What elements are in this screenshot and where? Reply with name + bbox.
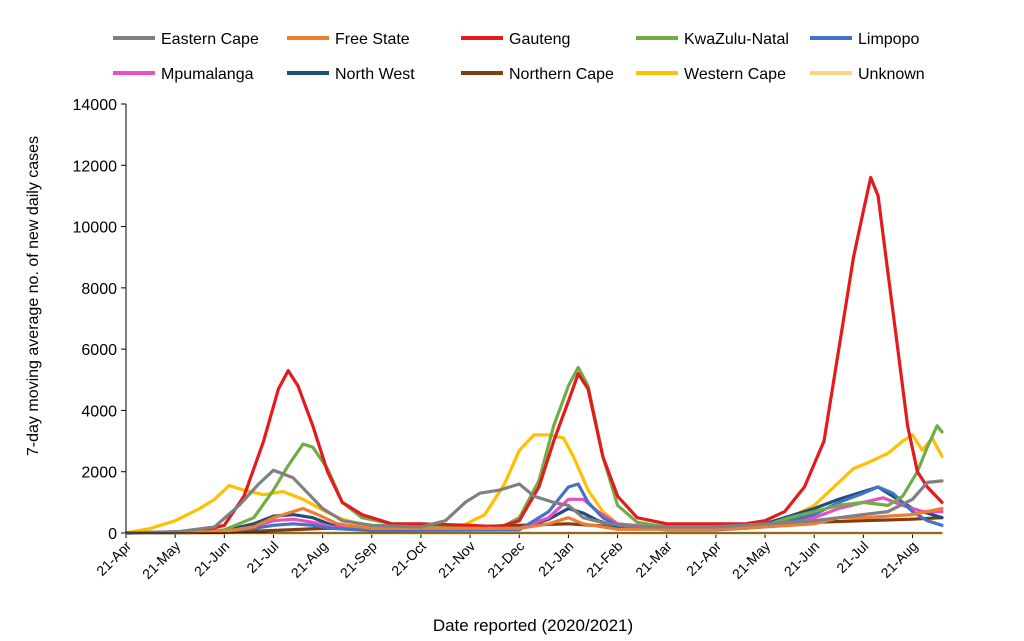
legend-label-western-cape: Western Cape	[684, 66, 786, 83]
series-group	[124, 175, 944, 535]
legend-label-free-state: Free State	[335, 31, 410, 48]
x-tick-label: 21-Aug	[877, 538, 920, 581]
y-tick-label: 10000	[73, 220, 118, 237]
x-tick-label: 21-Sep	[337, 538, 380, 581]
y-axis-ticks: 0 2000 4000 6000 8000 10000 12000 14000	[73, 97, 126, 543]
legend-label-northern-cape: Northern Cape	[509, 66, 614, 83]
y-tick-label: 8000	[81, 281, 117, 298]
x-tick-label: 21-May	[139, 538, 183, 582]
y-tick-label: 4000	[81, 403, 117, 420]
legend-label-gauteng: Gauteng	[509, 31, 570, 48]
series-line-gauteng	[124, 175, 944, 535]
x-tick-label: 21-Mar	[632, 538, 675, 581]
x-tick-label: 21-Jun	[781, 538, 823, 580]
x-tick-label: 21-Jan	[535, 538, 577, 580]
y-tick-label: 2000	[81, 465, 117, 482]
y-tick-label: 14000	[73, 97, 118, 114]
x-tick-label: 21-Jul	[833, 538, 871, 576]
y-axis-label: 7-day moving average no. of new daily ca…	[25, 136, 42, 456]
x-tick-label: 21-Feb	[583, 538, 626, 581]
x-tick-label: 21-Apr	[93, 538, 134, 579]
series-line-northern-cape	[124, 516, 944, 535]
y-tick-label: 6000	[81, 342, 117, 359]
legend-label-kwazulu-natal: KwaZulu-Natal	[684, 31, 789, 48]
y-tick-label: 12000	[73, 158, 118, 175]
x-axis-ticks: 21-Apr 21-May 21-Jun 21-Jul 21-Aug 21-Sep 21-O…	[93, 533, 921, 582]
x-tick-label: 21-Aug	[288, 538, 331, 581]
series-line-eastern-cape	[124, 468, 944, 535]
x-tick-label: 21-Jun	[191, 538, 233, 580]
series-line-kwazulu-natal	[124, 365, 944, 535]
legend-label-north-west: North West	[335, 66, 415, 83]
x-tick-label: 21-May	[729, 538, 773, 582]
legend: Eastern Cape Free State Gauteng KwaZulu-Nat…	[113, 31, 925, 83]
x-tick-label: 21-Dec	[484, 538, 527, 581]
x-axis-label: Date reported (2020/2021)	[433, 616, 633, 635]
legend-label-mpumalanga: Mpumalanga	[161, 66, 254, 83]
legend-label-eastern-cape: Eastern Cape	[161, 31, 259, 48]
legend-label-unknown: Unknown	[858, 66, 925, 83]
y-tick-label: 0	[108, 526, 117, 543]
series-line-limpopo	[124, 482, 944, 535]
x-tick-label: 21-Oct	[388, 538, 429, 579]
x-tick-label: 21-Nov	[435, 538, 478, 581]
x-tick-label: 21-Apr	[683, 538, 724, 579]
legend-label-limpopo: Limpopo	[858, 31, 919, 48]
x-tick-label: 21-Jul	[243, 538, 281, 576]
